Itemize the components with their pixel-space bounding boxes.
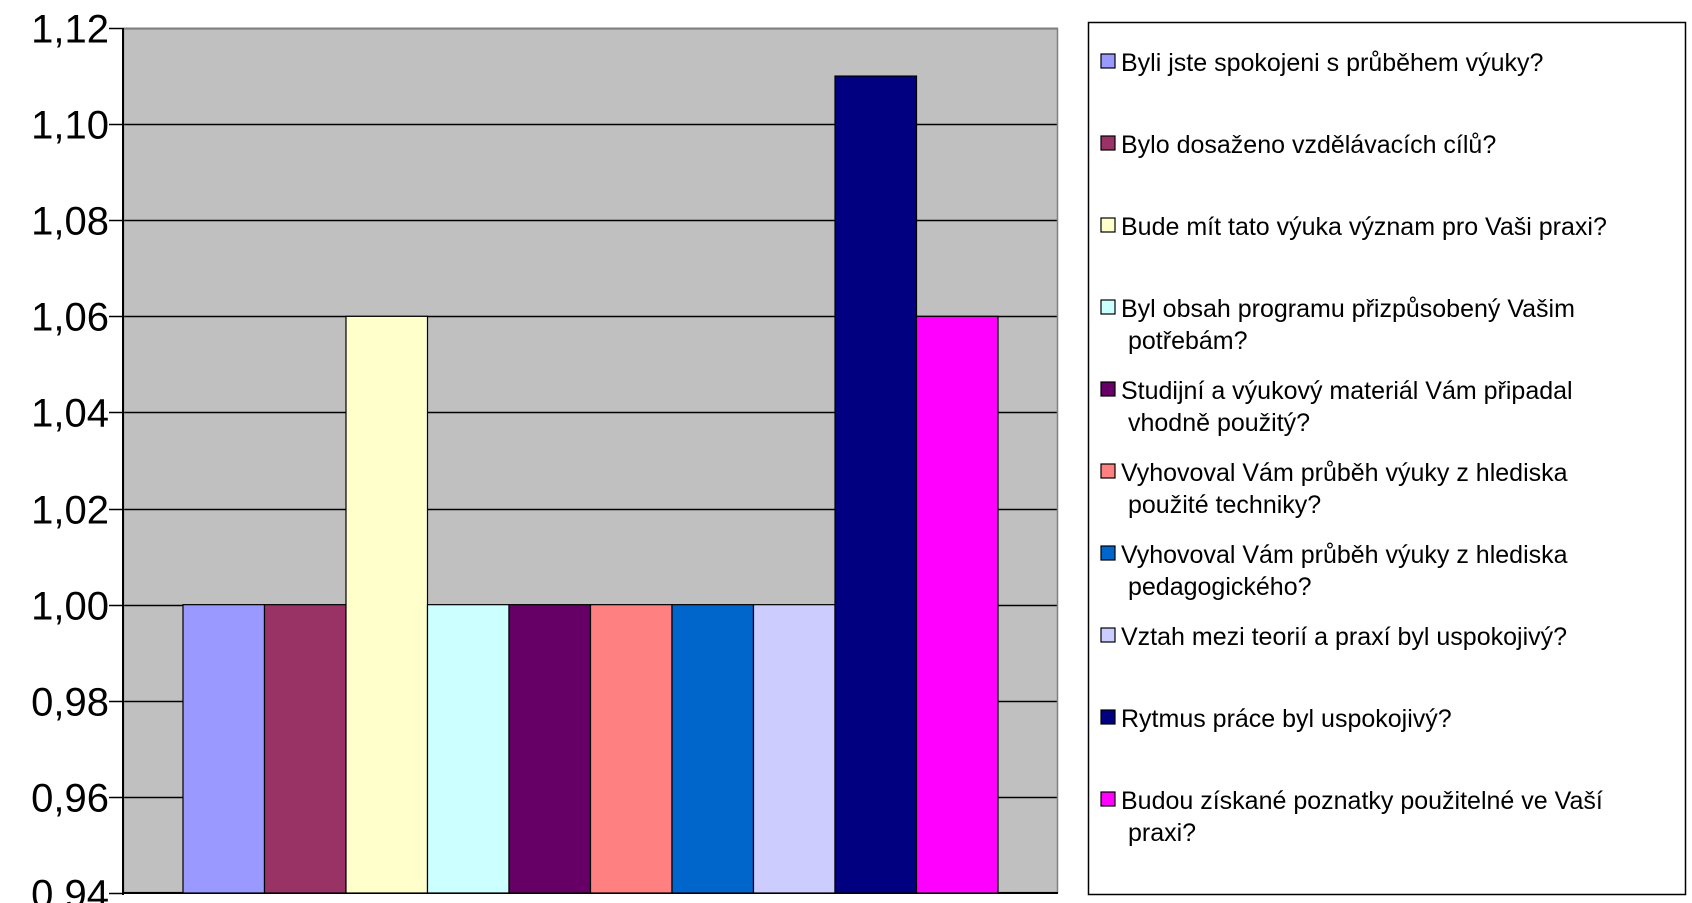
legend-swatch [1100, 463, 1116, 479]
bar [589, 604, 673, 894]
y-tick-label: 1,06 [31, 296, 109, 340]
bar [426, 604, 510, 894]
y-tick-label: 1,10 [31, 104, 109, 148]
bar [752, 604, 836, 894]
legend-swatch [1100, 791, 1116, 807]
legend-label: Byli jste spokojeni s průběhem výuky? [1121, 49, 1543, 77]
legend-swatch [1100, 299, 1116, 315]
y-tick-label: 1,04 [31, 392, 109, 436]
legend-swatch [1100, 627, 1116, 643]
legend-label: Studijní a výukový materiál Vám připadal… [1121, 377, 1573, 437]
legend-swatch [1100, 381, 1116, 397]
legend-label: Vyhovoval Vám průběh výuky z hlediska pou… [1121, 459, 1568, 519]
legend-label: Bylo dosaženo vzdělávacích cílů? [1121, 131, 1496, 159]
legend-swatch [1100, 545, 1116, 561]
y-tick-label: 0,98 [31, 681, 109, 725]
legend-swatch [1100, 135, 1116, 151]
legend-label: Byl obsah programu přizpůsobený Vašim pot… [1121, 295, 1575, 355]
bar [671, 604, 755, 894]
y-tick-label: 0,94 [31, 873, 109, 903]
y-tick-label: 1,00 [31, 585, 109, 629]
bar [834, 75, 918, 894]
y-tick-label: 1,08 [31, 200, 109, 244]
legend-label: Rytmus práce byl uspokojivý? [1121, 705, 1452, 733]
bar [508, 604, 592, 894]
bar [915, 315, 999, 894]
bar [345, 315, 429, 894]
legend-swatch [1100, 709, 1116, 725]
y-tick-label: 1,02 [31, 489, 109, 533]
legend-label: Budou získané poznatky použitelné ve Vaš… [1121, 787, 1603, 847]
legend-swatch [1100, 53, 1116, 69]
legend-swatch [1100, 217, 1116, 233]
y-tick-label: 0,96 [31, 777, 109, 821]
bar [182, 604, 266, 894]
legend-label: Bude mít tato výuka význam pro Vaši prax… [1121, 213, 1607, 241]
y-tick-label: 1,12 [31, 8, 109, 52]
legend-box [1087, 21, 1687, 896]
legend-label: Vyhovoval Vám průběh výuky z hlediska ped… [1121, 541, 1568, 601]
legend-label: Vztah mezi teorií a praxí byl uspokojivý… [1121, 623, 1567, 651]
bar [263, 604, 347, 894]
